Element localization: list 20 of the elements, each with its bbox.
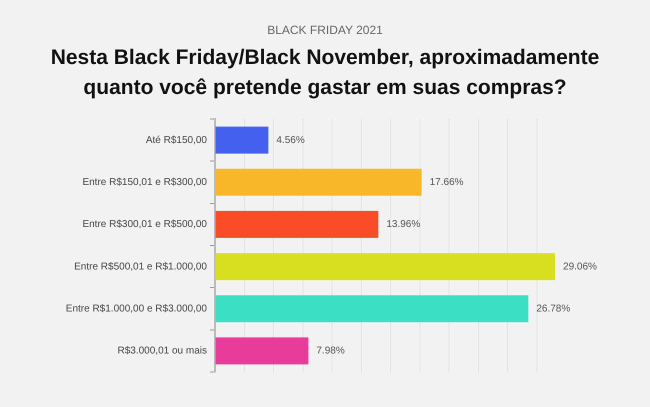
y-tick-label: Entre R$500,01 e R$1.000,00 [74, 261, 208, 272]
data-label: 7.98% [316, 346, 345, 357]
bar [216, 126, 268, 154]
y-tick-label: R$3.000,01 ou mais [117, 346, 207, 357]
data-label: 17.66% [430, 177, 464, 188]
bar [216, 295, 528, 322]
y-tick-label: Entre R$150,01 e R$300,00 [82, 177, 208, 188]
chart-subtitle: BLACK FRIDAY 2021 [266, 23, 384, 37]
chart-title: Nesta Black Friday/Black November, aproximadamente quanto você pretende gastar em suas compras? [50, 45, 600, 101]
y-tick-label: Entre R$1.000,00 e R$3.000,00 [66, 304, 208, 314]
data-label: 4.56% [276, 134, 305, 146]
bar [216, 337, 308, 364]
data-label: 29.06% [563, 261, 598, 272]
y-tick-label: Até R$150,00 [146, 134, 208, 146]
bar [216, 168, 422, 196]
y-tick-label: Entre R$300,01 e R$500,00 [82, 219, 208, 230]
data-label: 26.78% [536, 304, 570, 314]
bar [216, 253, 555, 280]
bar [216, 210, 378, 238]
data-label: 13.96% [386, 219, 420, 230]
